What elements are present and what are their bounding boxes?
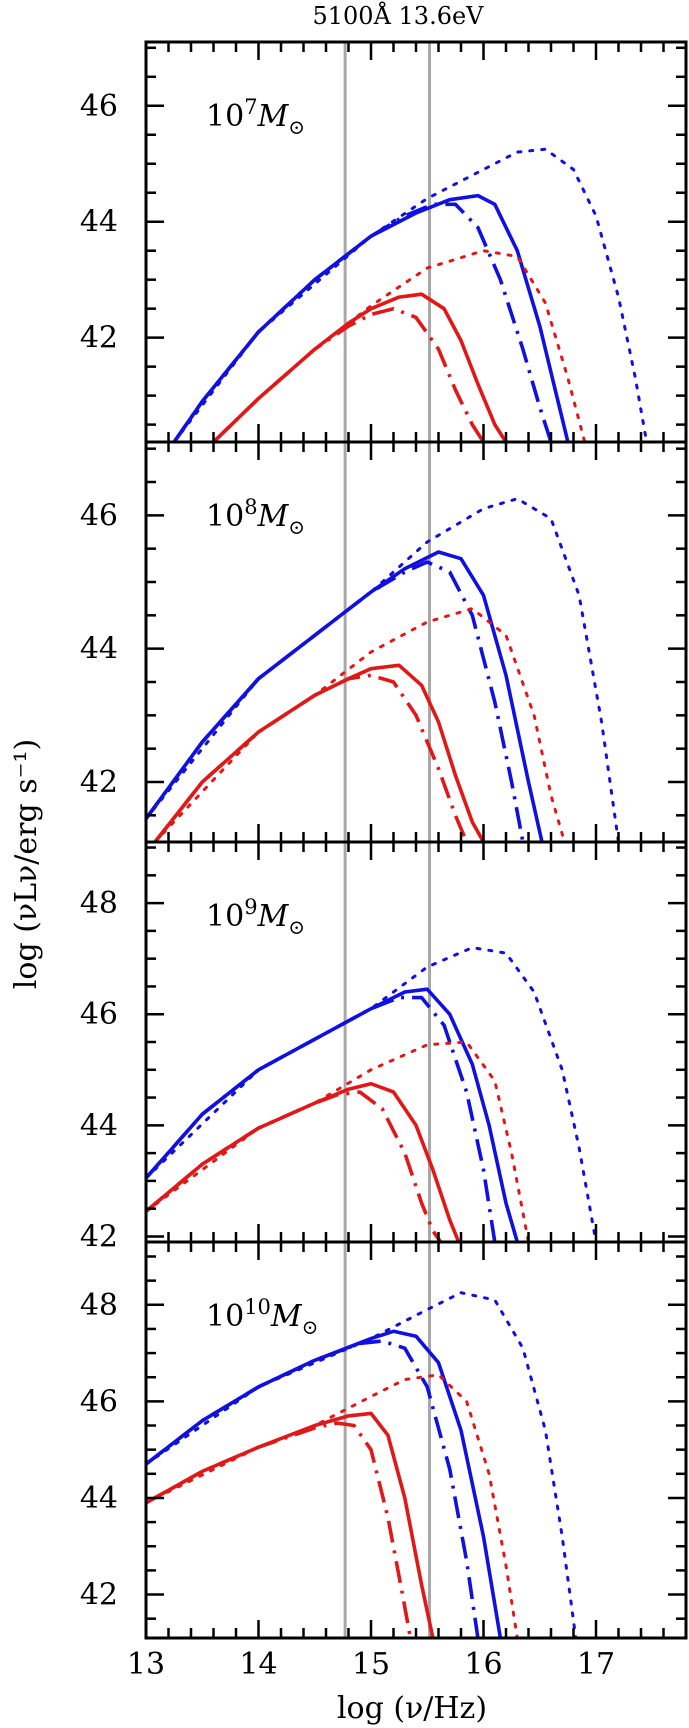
series-red-dotted [212, 249, 587, 442]
x-tick-label: 15 [352, 1647, 390, 1682]
y-tick-label: 46 [80, 89, 118, 124]
y-tick-label: 44 [80, 205, 118, 240]
x-tick-label: 17 [577, 1647, 615, 1682]
series-blue-dashdot [146, 995, 497, 1242]
series-blue-dotted [146, 1291, 578, 1638]
y-tick-label: 44 [80, 1108, 118, 1143]
series-red-dotted [146, 1373, 519, 1638]
series-red-solid [146, 1081, 461, 1242]
panel-frame [144, 1240, 688, 1640]
series-red-dashdot [146, 1421, 413, 1638]
y-tick-label: 46 [80, 498, 118, 533]
panel-3: 42 44 46 48 109M⊙ [80, 840, 688, 1254]
series-blue-dotted [146, 497, 620, 842]
y-tick-label: 42 [80, 1578, 118, 1613]
panel-1: 42 44 46 107M⊙ [80, 40, 688, 444]
panel-mass-label: 108M⊙ [206, 495, 305, 539]
series-red-dashdot [212, 306, 486, 442]
top-annotation: 5100Å 13.6eV [312, 1, 484, 30]
series-blue-dotted [172, 147, 649, 442]
panel-4: 42 44 46 48 1010M⊙ [80, 1240, 688, 1640]
x-axis-title: log (ν/Hz) [337, 1691, 487, 1726]
y-tick-label: 48 [80, 886, 118, 921]
series-blue-dotted [146, 946, 598, 1242]
panel-mass-label: 107M⊙ [206, 95, 305, 139]
y-tick-label: 46 [80, 1384, 118, 1419]
panel-curves [172, 147, 649, 442]
series-blue-solid [172, 193, 570, 442]
panel-2: 42 44 46 108M⊙ [80, 440, 688, 844]
series-blue-dashdot [146, 560, 525, 842]
panel-mass-label: 1010M⊙ [206, 1295, 318, 1339]
series-blue-dashdot [172, 202, 553, 442]
series-red-dashdot [153, 673, 469, 842]
y-tick-label: 42 [80, 321, 118, 356]
panel-mass-label: 109M⊙ [206, 895, 305, 939]
y-tick-label: 48 [80, 1288, 118, 1323]
panel-curves [146, 946, 598, 1242]
panel-curves [146, 497, 620, 842]
y-tick-label: 44 [80, 632, 118, 667]
x-tick-label: 14 [239, 1647, 277, 1682]
series-red-dashdot [146, 1090, 443, 1242]
series-red-dotted [153, 607, 566, 842]
y-tick-label: 44 [80, 1481, 118, 1516]
series-blue-dashdot [146, 1339, 480, 1638]
panel-curves [146, 1291, 578, 1638]
x-tick-label: 13 [127, 1647, 165, 1682]
y-axis-title: log (νLν/erg s⁻¹) [9, 739, 44, 989]
series-blue-solid [146, 1329, 503, 1638]
y-tick-label: 46 [80, 997, 118, 1032]
y-tick-label: 42 [80, 1219, 118, 1254]
y-tick-label: 42 [80, 765, 118, 800]
series-red-dotted [146, 1040, 530, 1242]
x-tick-label: 16 [464, 1647, 502, 1682]
